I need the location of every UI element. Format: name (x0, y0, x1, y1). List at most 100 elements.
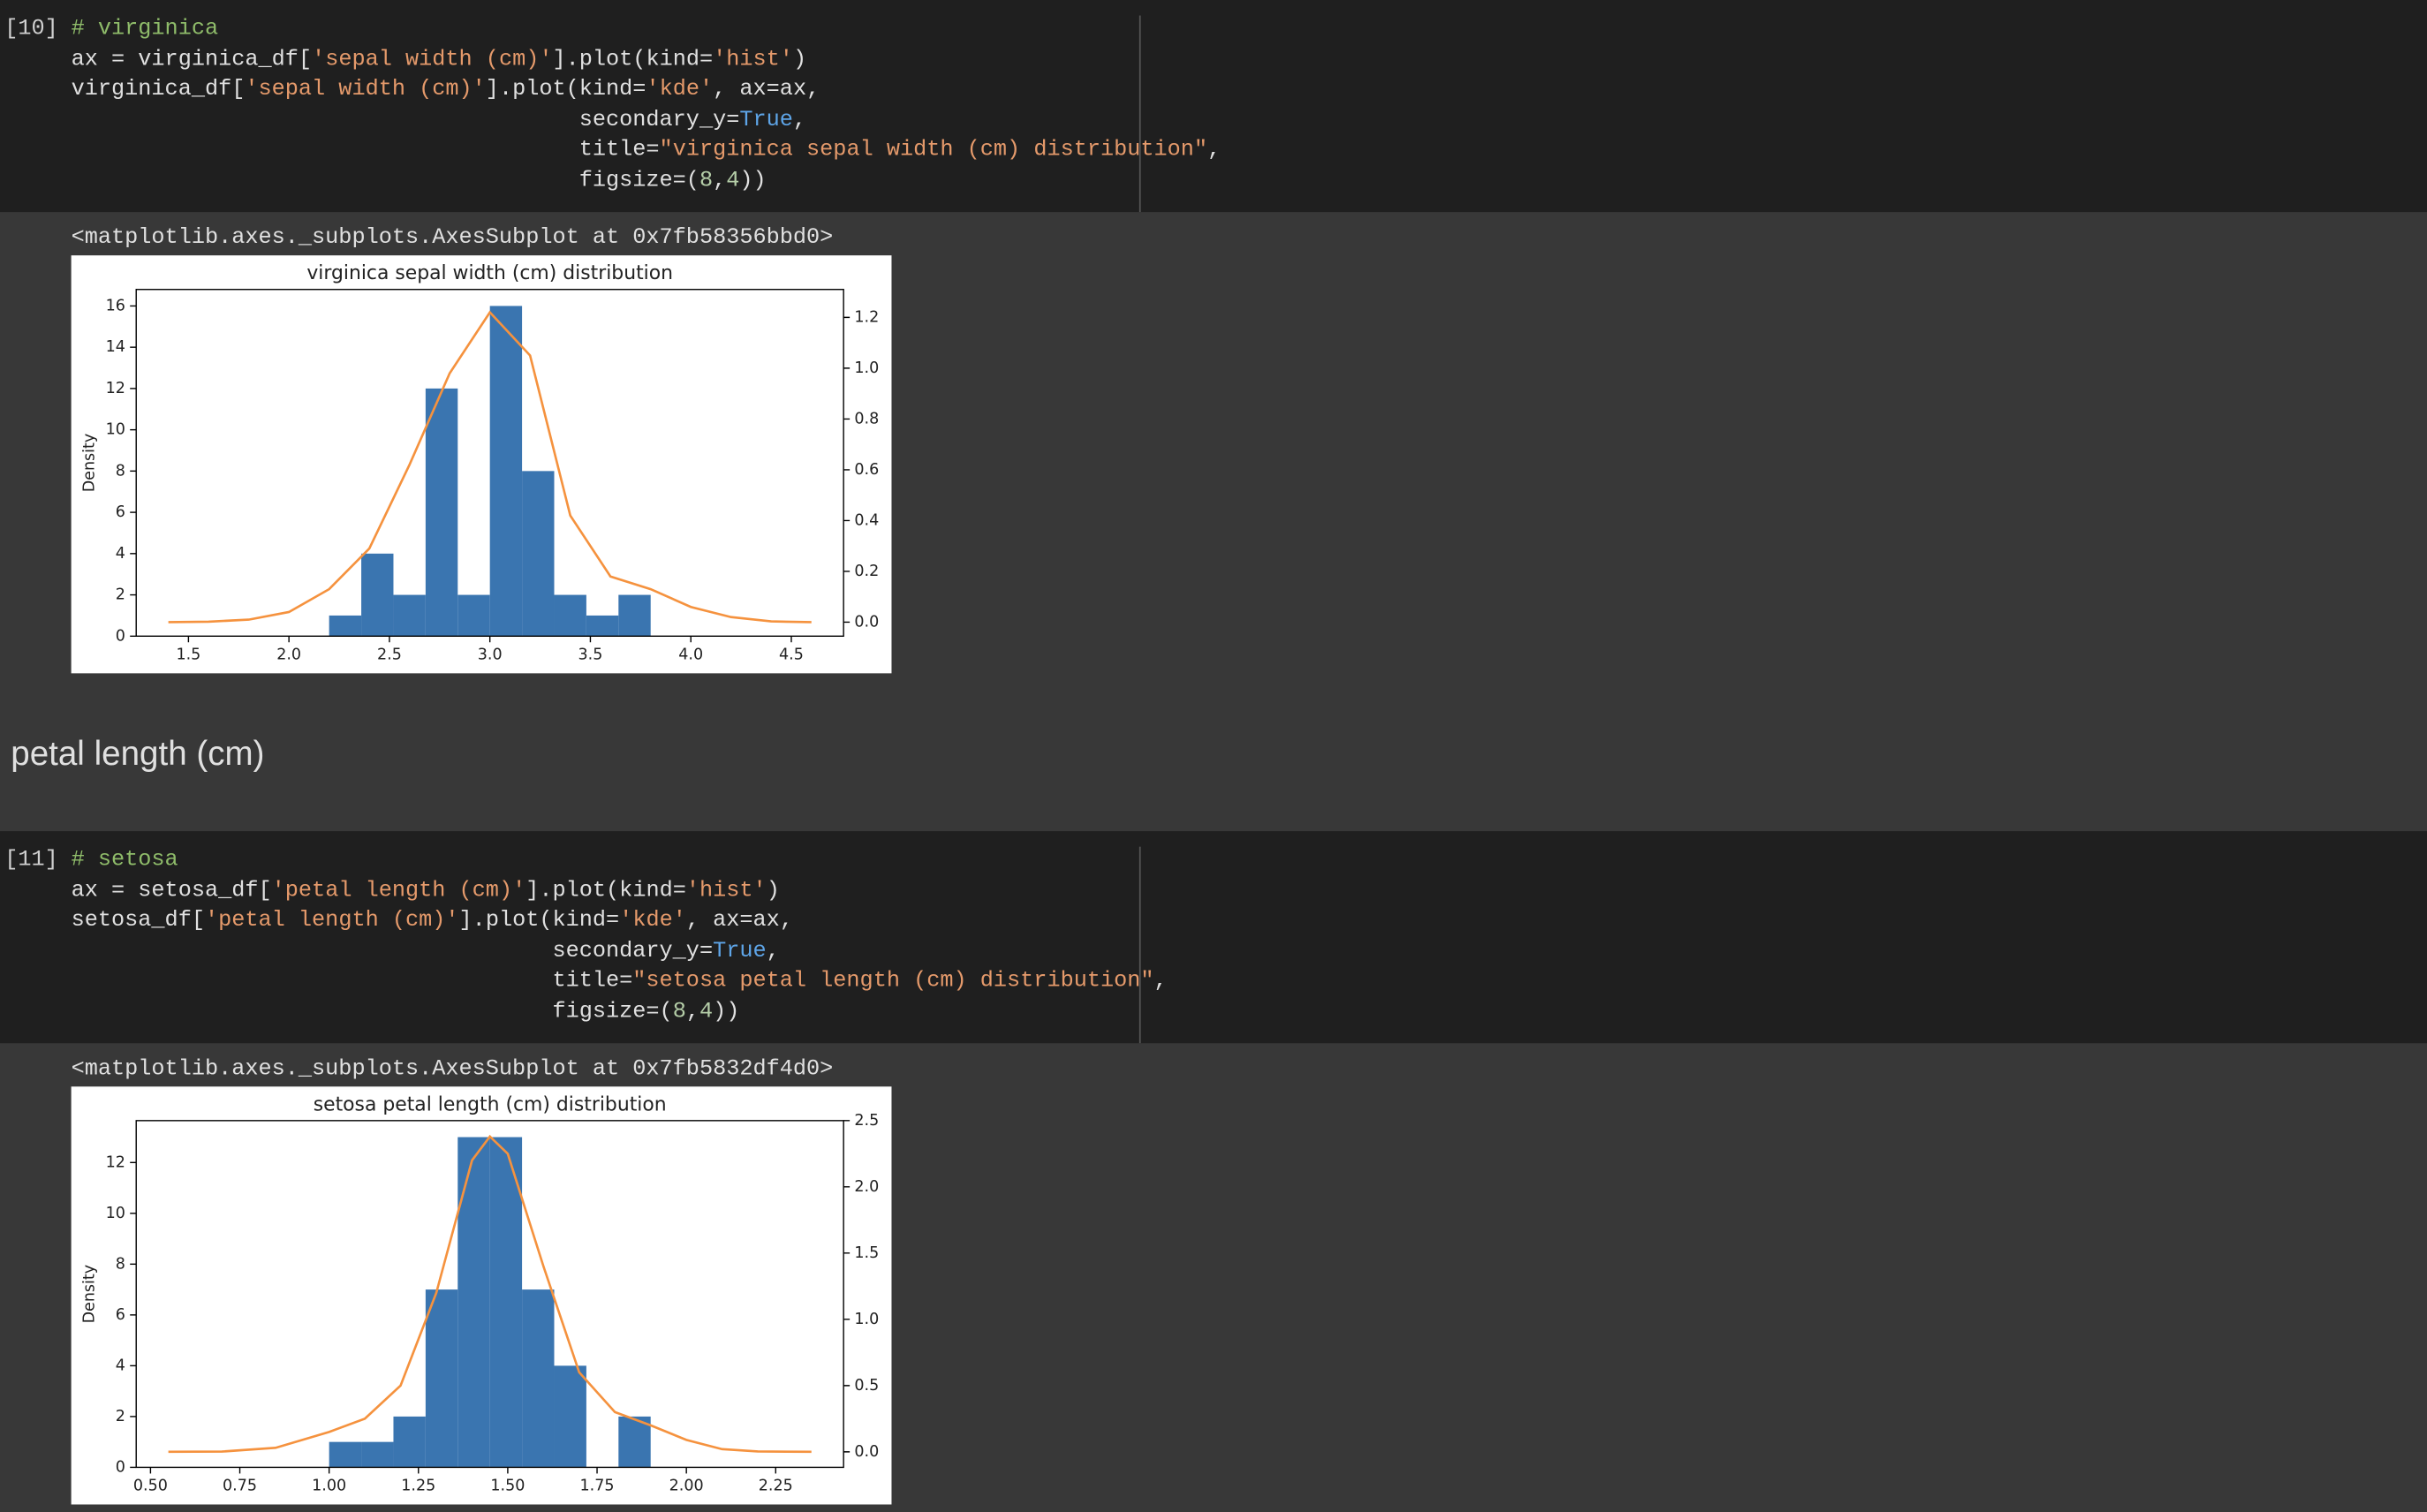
code-line: figsize=(8,4)) (72, 167, 1221, 197)
code-token: secondary_y= (71, 939, 714, 964)
code-token: figsize=( (71, 168, 699, 194)
y-tick-label: 12 (106, 380, 125, 397)
code-cell: [11] # setosa ax = setosa_df['petal length… (0, 831, 2427, 1044)
code-token: 8 (672, 1000, 686, 1025)
y-tick-label: 0 (116, 627, 125, 645)
code-cell: [10] # virginica ax = virginica_df['sepal … (0, 0, 2427, 213)
y2-tick-label: 0.0 (854, 613, 879, 631)
histogram-bar (361, 553, 394, 637)
code-token: , (1153, 969, 1168, 994)
code-token: # virginica (71, 17, 219, 42)
y2-tick-label: 0.6 (854, 461, 879, 479)
code-token: ax = setosa_df[ (71, 878, 272, 903)
y-tick-label: 8 (116, 1255, 125, 1273)
code-token: ].plot(kind= (458, 909, 620, 934)
section-heading: petal length (cm) (11, 733, 265, 773)
code-token: , (792, 108, 807, 133)
code-token: , ax=ax, (685, 909, 793, 934)
histogram-bar (522, 471, 555, 637)
x-tick-label: 1.50 (490, 1477, 525, 1494)
axes-frame (135, 1120, 844, 1469)
histogram-bar (425, 1289, 458, 1468)
code-token: 8 (699, 168, 714, 194)
code-line: # virginica (72, 16, 1221, 46)
histogram-bar (457, 1137, 490, 1468)
histogram-bar (522, 1289, 555, 1468)
code-token: ax = virginica_df[ (71, 47, 313, 72)
histogram-bar (457, 594, 490, 637)
code-line: title="setosa petal length (cm) distribu… (71, 968, 1168, 998)
code-line: setosa_df['petal length (cm)'].plot(kind… (72, 907, 1168, 937)
code-token: True (713, 939, 767, 964)
y-axis-label: Density (81, 1265, 99, 1324)
x-tick-label: 3.5 (578, 646, 603, 663)
y-tick-label: 6 (116, 1306, 125, 1324)
y-axis-label: Density (81, 434, 99, 493)
y-tick-label: 4 (116, 545, 125, 563)
x-tick-label: 3.0 (478, 646, 503, 663)
histogram-bar (489, 306, 523, 637)
y-tick-label: 2 (116, 1408, 125, 1425)
y-tick-label: 6 (116, 503, 125, 521)
code-token: ].plot(kind= (552, 47, 714, 72)
code-token: 'petal length (cm)' (204, 909, 459, 934)
x-tick-label: 2.5 (377, 646, 402, 663)
chart-title: virginica sepal width (cm) distribution (306, 262, 673, 284)
chart: setosa petal length (cm) distribution Den… (81, 1093, 880, 1494)
x-tick-label: 1.5 (176, 646, 200, 663)
chart: virginica sepal width (cm) distribution D… (81, 262, 880, 663)
code-token: title= (71, 969, 633, 994)
x-tick-label: 1.25 (401, 1477, 435, 1494)
code-token: figsize=( (71, 1000, 673, 1025)
y-tick-label: 12 (106, 1153, 125, 1171)
histogram-bar (393, 594, 426, 637)
histogram-bar (554, 1365, 586, 1468)
code-token: "setosa petal length (cm) distribution" (632, 969, 1154, 994)
code-token: True (739, 108, 793, 133)
code-line: figsize=(8,4)) (72, 998, 1168, 1028)
histogram-bar (329, 1441, 362, 1468)
cell-output-text: <matplotlib.axes._subplots.AxesSubplot a… (71, 1056, 834, 1083)
code-editor: # virginica ax = virginica_df['sepal widt… (72, 16, 1221, 198)
y2-tick-label: 1.2 (854, 308, 879, 326)
y2-tick-label: 0.8 (854, 410, 879, 427)
code-token: 4 (726, 168, 740, 194)
histogram-bar (425, 388, 458, 637)
x-tick-label: 1.00 (312, 1477, 346, 1494)
execution-count: [10] (4, 17, 58, 42)
x-tick-label: 0.75 (223, 1477, 257, 1494)
histogram-bar (329, 615, 362, 637)
code-token: # setosa (71, 848, 178, 873)
axes-frame (135, 289, 844, 637)
code-line: secondary_y=True, (72, 107, 1221, 137)
cell-output-text: <matplotlib.axes._subplots.AxesSubplot a… (71, 225, 834, 251)
code-token: ].plot(kind= (525, 878, 686, 903)
y-tick-label: 10 (106, 1205, 125, 1222)
y-tick-label: 16 (106, 297, 125, 314)
code-token: "virginica sepal width (cm) distribution… (659, 138, 1208, 163)
code-token: 'kde' (619, 909, 686, 934)
y-tick-label: 4 (116, 1357, 125, 1374)
x-tick-label: 2.00 (669, 1477, 704, 1494)
x-tick-label: 2.25 (759, 1477, 793, 1494)
histogram-bar (618, 594, 651, 637)
ruler (1138, 846, 1141, 1044)
code-token: virginica_df[ (71, 77, 246, 102)
y-tick-label: 2 (116, 586, 125, 604)
y2-tick-label: 0.0 (854, 1443, 879, 1461)
code-line: ax = virginica_df['sepal width (cm)'].pl… (72, 46, 1221, 76)
code-token: , (766, 939, 780, 964)
chart-output: setosa petal length (cm) distribution Den… (71, 1086, 892, 1505)
y-tick-label: 14 (106, 338, 125, 356)
code-line: # setosa (72, 847, 1168, 877)
code-line: ax = setosa_df['petal length (cm)'].plot… (72, 877, 1168, 907)
ruler (1138, 15, 1141, 213)
chart-output: virginica sepal width (cm) distribution D… (71, 255, 892, 674)
y2-tick-label: 0.4 (854, 511, 879, 529)
y2-tick-label: 0.5 (854, 1377, 879, 1395)
x-tick-label: 2.0 (276, 646, 301, 663)
code-token: secondary_y= (71, 108, 740, 133)
y-tick-label: 10 (106, 421, 125, 439)
y2-tick-label: 1.0 (854, 359, 879, 377)
code-token: ].plot(kind= (485, 77, 646, 102)
